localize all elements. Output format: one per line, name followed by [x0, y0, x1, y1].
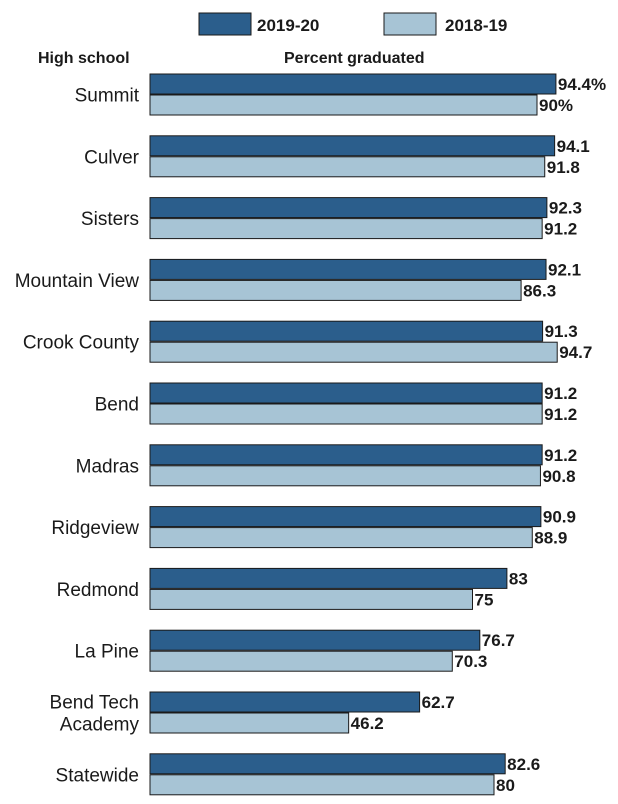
value-label-2018-19: 91.2 — [544, 405, 577, 424]
school-label: Mountain View — [15, 271, 140, 292]
value-label-2018-19: 88.9 — [534, 529, 567, 548]
value-label-2018-19: 75 — [475, 590, 494, 609]
school-label: Statewide — [56, 765, 139, 786]
value-label-2018-19: 90.8 — [542, 467, 575, 486]
value-label-2019-20: 91.3 — [545, 322, 578, 341]
bar-2018-19-redmond — [149, 588, 473, 610]
value-label-2019-20: 94.1 — [557, 137, 590, 156]
bar-2019-20-summit — [149, 73, 557, 95]
row-la-pine: La Pine 76.7 70.3 — [75, 629, 515, 672]
bar-2018-19-sisters — [149, 218, 543, 240]
value-label-2018-19: 94.7 — [559, 343, 592, 362]
row-redmond: Redmond 83 75 — [57, 567, 528, 610]
value-label-2018-19: 90% — [539, 96, 573, 115]
legend-swatch-2019-20 — [198, 12, 252, 36]
value-label-2018-19: 91.2 — [544, 220, 577, 239]
bar-2018-19-culver — [149, 156, 546, 178]
bar-2019-20-bend-tech-academy — [149, 691, 421, 713]
bar-2019-20-statewide — [149, 753, 506, 775]
value-label-2019-20: 91.2 — [544, 446, 577, 465]
school-label: Sisters — [81, 209, 139, 230]
school-label: La Pine — [75, 642, 139, 663]
row-summit: Summit 94.4% 90% — [75, 73, 606, 116]
bar-2018-19-ridgeview — [149, 527, 533, 549]
row-madras: Madras 91.2 90.8 — [76, 444, 577, 487]
value-label-2019-20: 76.7 — [482, 631, 515, 650]
school-label: Redmond — [57, 580, 139, 601]
school-label: Summit — [75, 86, 140, 107]
legend: 2019-20 2018-19 — [198, 12, 507, 36]
row-sisters: Sisters 92.3 91.2 — [81, 197, 582, 240]
value-label-2019-20: 94.4% — [558, 75, 606, 94]
legend-swatch-2018-19 — [383, 12, 437, 36]
row-ridgeview: Ridgeview 90.9 88.9 — [51, 506, 576, 549]
row-statewide: Statewide 82.6 80 — [56, 753, 540, 796]
bar-2019-20-mountain-view — [149, 258, 547, 280]
row-mountain-view: Mountain View 92.1 86.3 — [15, 258, 581, 301]
bar-2019-20-madras — [149, 444, 543, 466]
bar-2018-19-bend — [149, 403, 543, 425]
column-headers: High school Percent graduated — [38, 50, 424, 67]
bar-2018-19-summit — [149, 94, 538, 116]
bar-2019-20-bend — [149, 382, 543, 404]
bar-2018-19-madras — [149, 465, 541, 487]
value-label-2019-20: 91.2 — [544, 384, 577, 403]
value-label-2018-19: 91.8 — [547, 158, 580, 177]
bar-2019-20-redmond — [149, 567, 508, 589]
bar-2019-20-culver — [149, 135, 556, 157]
row-culver: Culver 94.1 91.8 — [84, 135, 590, 178]
value-label-2019-20: 92.3 — [549, 199, 582, 218]
bar-2019-20-la-pine — [149, 629, 481, 651]
school-label: Ridgeview — [51, 518, 139, 539]
value-column-header: Percent graduated — [284, 50, 424, 67]
value-label-2018-19: 46.2 — [351, 714, 384, 733]
bar-2018-19-crook-county — [149, 341, 558, 363]
bar-2019-20-crook-county — [149, 320, 544, 342]
bar-2019-20-ridgeview — [149, 506, 542, 528]
bar-2018-19-statewide — [149, 774, 495, 796]
value-label-2019-20: 90.9 — [543, 508, 576, 527]
bar-2019-20-sisters — [149, 197, 548, 219]
value-label-2019-20: 82.6 — [507, 755, 540, 774]
value-label-2018-19: 80 — [496, 776, 515, 795]
school-label: Crook County — [23, 333, 140, 354]
value-label-2019-20: 83 — [509, 569, 528, 588]
value-label-2019-20: 62.7 — [422, 693, 455, 712]
value-label-2019-20: 92.1 — [548, 260, 581, 279]
row-bend-tech-academy: Bend Tech Academy 62.7 46.2 — [50, 691, 455, 736]
school-label: Madras — [76, 456, 139, 477]
bar-2018-19-bend-tech-academy — [149, 712, 350, 734]
bar-2018-19-la-pine — [149, 650, 453, 672]
value-label-2018-19: 70.3 — [454, 652, 487, 671]
school-label: Culver — [84, 147, 140, 168]
category-column-header: High school — [38, 50, 130, 67]
chart-rows: Summit 94.4% 90% Culver 94.1 91.8 Sisters 92.3 9… — [15, 73, 606, 796]
school-label: Bend — [95, 395, 139, 416]
row-bend: Bend 91.2 91.2 — [95, 382, 577, 425]
school-label: Bend Tech Academy — [50, 693, 140, 736]
legend-label-2018-19: 2018-19 — [445, 16, 507, 35]
row-crook-county: Crook County 91.3 94.7 — [23, 320, 592, 363]
value-label-2018-19: 86.3 — [523, 281, 556, 300]
legend-label-2019-20: 2019-20 — [257, 16, 319, 35]
bar-2018-19-mountain-view — [149, 279, 522, 301]
